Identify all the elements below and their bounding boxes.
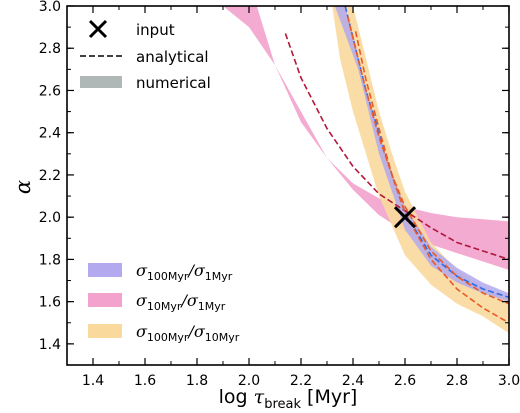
legend-series-name_main: σ [136,261,148,280]
input-marker-x [393,206,417,229]
plot-frame [66,5,510,366]
numerical-bands [223,6,509,334]
x-axis-label: log τbreak [Myr] [219,386,358,412]
legend-numerical-band [80,76,122,88]
legend-swatch-0 [88,263,122,277]
legend-series-name_main: σ [136,291,148,310]
x-tick-label: 1.6 [134,373,156,389]
y-tick-label: 1.8 [39,252,61,268]
y-axis-label: α [11,180,35,194]
legend-swatch-1 [88,293,122,307]
legend-series-name_sep: /σ [179,291,198,310]
legend-input-marker [88,19,108,39]
band-series-1 [223,6,509,270]
legend-series-name_sub1: 100Myr [147,270,189,283]
legend-series-name_sub2: 1Myr [198,300,226,313]
x-tick-label: 2.2 [290,373,312,389]
x-axis-ticks: 1.4 1.6 1.8 2.0 2.2 2.4 2.6 2.8 3.0 [66,6,520,389]
legend-series-label: σ100Myr/σ10Myr [136,322,240,344]
analytical-line-2 [354,31,509,324]
x-tick-label: 2.6 [394,373,416,389]
legend-series-name_sub1: 10Myr [147,300,182,313]
x-tick-label: 2.0 [238,373,260,389]
legend-series-name_sub1: 100Myr [147,331,189,344]
legend-series-name_sub2: 10Myr [205,331,240,344]
y-tick-label: 2.4 [39,126,61,142]
input-marker [393,206,417,229]
analytical-line-1 [284,33,509,261]
y-tick-label: 1.4 [39,337,61,353]
y-tick-label: 1.6 [39,295,61,311]
x-tick-label: 1.8 [186,373,208,389]
analytical-lines [284,6,509,324]
y-tick-label: 2.8 [39,41,61,57]
legend-series-label: σ10Myr/σ1Myr [136,291,226,313]
legend-top-label: input [136,21,175,39]
x-tick-label: 3.0 [498,373,520,389]
y-tick-label: 2.2 [39,168,61,184]
y-tick-label: 3.0 [39,0,61,15]
legend-swatch-2 [88,324,122,338]
legend-top: input analytical numerical [80,19,211,92]
legend-series-name_sub2: 1Myr [205,270,233,283]
legend-top-label: numerical [136,74,211,92]
y-axis-ticks: 1.4 1.6 1.8 2.0 2.2 2.4 2.6 2.8 3.0 [39,0,509,366]
legend-series-label: σ100Myr/σ1Myr [136,261,233,283]
legend-series-name_sep: /σ [186,261,205,280]
x-tick-label: 2.8 [446,373,468,389]
analytical-line-2-b [347,16,509,305]
x-tick-label: 1.4 [82,373,104,389]
legend-top-label: analytical [136,48,209,66]
legend-series-name_main: σ [136,322,148,341]
x-tick-label: 2.4 [342,373,364,389]
legend-series-name_sep: /σ [186,322,205,341]
y-tick-label: 2.0 [39,210,61,226]
y-tick-label: 2.6 [39,83,61,99]
